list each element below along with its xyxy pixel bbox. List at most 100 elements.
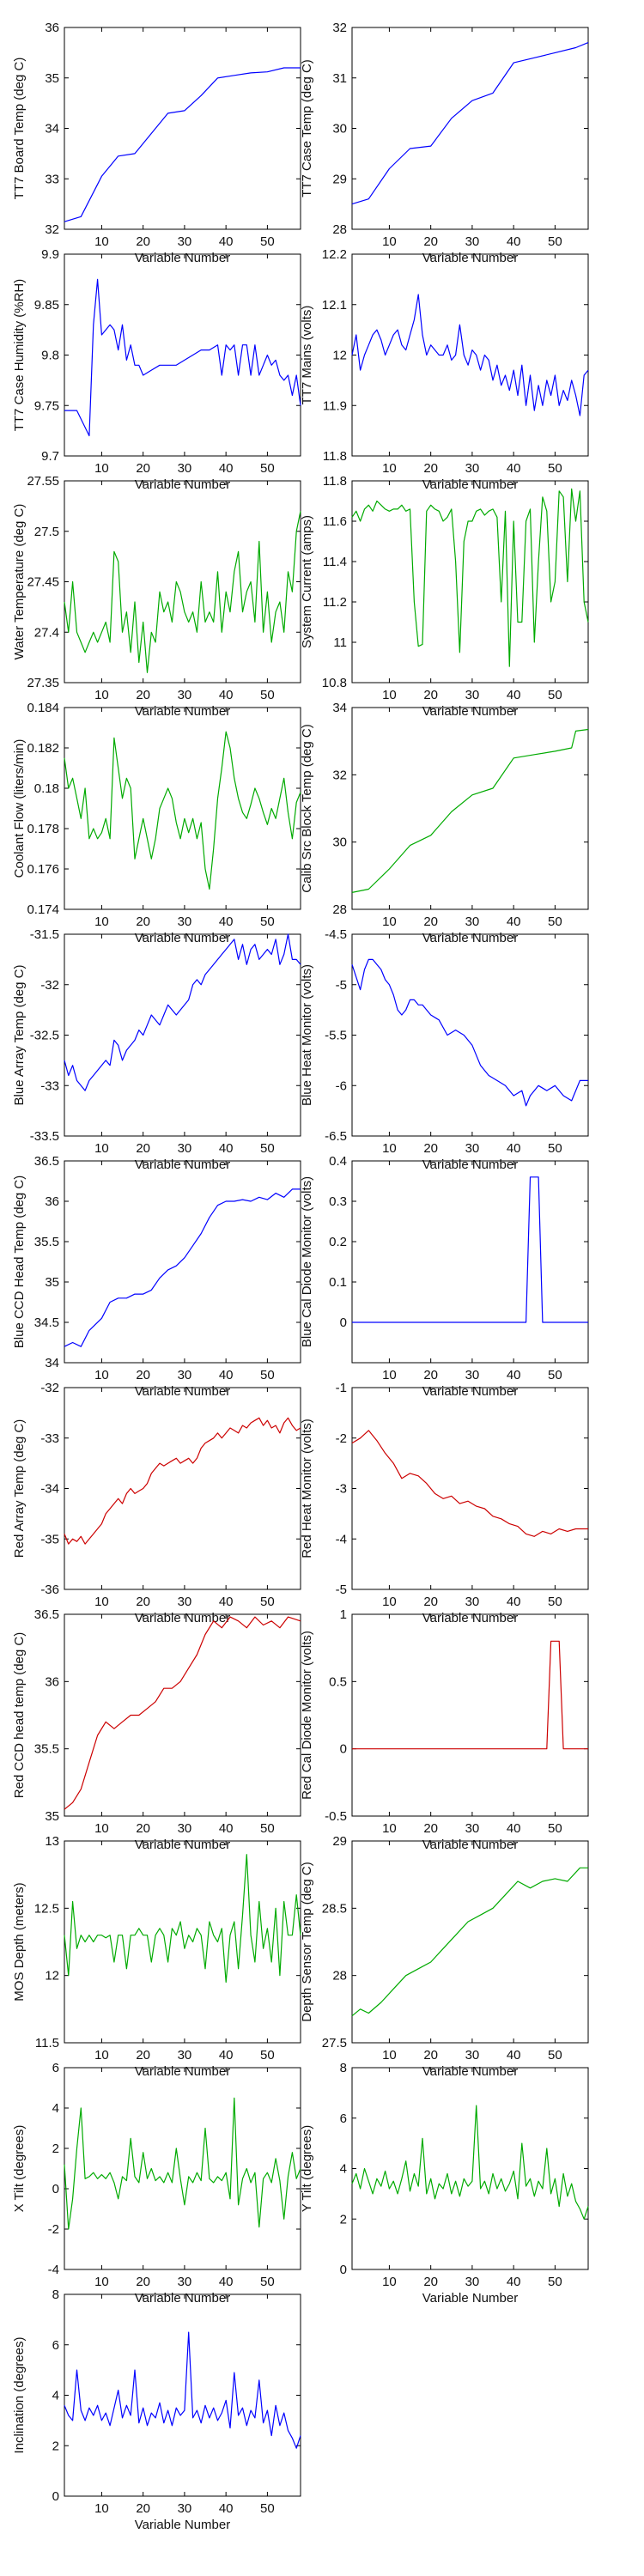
y-tick-label: -5 bbox=[336, 978, 347, 993]
x-axis-label: Variable Number bbox=[135, 1838, 230, 1852]
x-tick-label: 40 bbox=[219, 461, 234, 476]
y-tick-label: 35.5 bbox=[34, 1742, 59, 1757]
x-tick-label: 20 bbox=[423, 1595, 438, 1609]
y-tick-label: 6 bbox=[340, 2111, 347, 2126]
x-tick-label: 30 bbox=[178, 914, 192, 929]
x-axis-label: Variable Number bbox=[422, 251, 518, 265]
y-axis-label: Red Array Temp (deg C) bbox=[12, 1419, 27, 1558]
plot-frame bbox=[351, 707, 589, 910]
y-tick-label: 27.4 bbox=[34, 625, 59, 640]
chart-panel-20: 10 20 30 40 50 0 2 4 6 8 Variable Number Y Tilt (de… bbox=[300, 2061, 589, 2306]
series-line bbox=[64, 2331, 301, 2449]
y-axis-label: Red Heat Monitor (volts) bbox=[300, 1419, 314, 1558]
series-line bbox=[352, 1640, 588, 1750]
y-tick-label: 29 bbox=[332, 172, 347, 186]
y-tick-label: 12.5 bbox=[34, 1901, 59, 1916]
chart-panel-1: 10 20 30 40 50 32 33 34 35 36 Variable Number TT7 B… bbox=[12, 21, 301, 265]
x-axis-label: Variable Number bbox=[135, 1157, 230, 1172]
plot-frame bbox=[64, 933, 301, 1137]
x-tick-label: 10 bbox=[382, 688, 397, 702]
x-tick-label: 20 bbox=[423, 461, 438, 476]
y-axis-label: TT7 Board Temp (deg C) bbox=[12, 58, 27, 200]
x-tick-label: 50 bbox=[260, 461, 275, 476]
x-axis-label: Variable Number bbox=[422, 931, 518, 945]
x-tick-label: 50 bbox=[548, 1821, 562, 1836]
x-axis-label: Variable Number bbox=[135, 1384, 230, 1399]
chart-panel-17: 10 20 30 40 50 11.5 12 12.5 13 Variable Number MOS… bbox=[12, 1834, 301, 2079]
plot-frame bbox=[64, 1840, 301, 2044]
x-tick-label: 30 bbox=[178, 1141, 192, 1156]
x-tick-label: 40 bbox=[507, 461, 521, 476]
chart-panel-10: 10 20 30 40 50 -6.5 -6 -5.5 -5 -4.5 Variable Numbe… bbox=[300, 927, 589, 1172]
x-axis-label: Variable Number bbox=[135, 2291, 230, 2306]
y-tick-label: 34 bbox=[45, 1356, 59, 1370]
x-tick-label: 50 bbox=[548, 2275, 562, 2289]
plot-frame bbox=[64, 2293, 301, 2497]
x-axis-label: Variable Number bbox=[422, 2064, 518, 2079]
y-tick-label: -5.5 bbox=[325, 1029, 347, 1043]
y-tick-label: -34 bbox=[40, 1482, 59, 1497]
plot-frame bbox=[351, 933, 589, 1137]
x-tick-label: 10 bbox=[94, 2275, 109, 2289]
y-axis-label: Blue Array Temp (deg C) bbox=[12, 965, 27, 1106]
y-tick-label: -33.5 bbox=[30, 1129, 59, 1144]
x-tick-label: 50 bbox=[260, 234, 275, 249]
y-tick-label: 6 bbox=[52, 2061, 59, 2075]
x-tick-label: 40 bbox=[507, 914, 521, 929]
x-tick-label: 20 bbox=[136, 2275, 150, 2289]
x-tick-label: 20 bbox=[136, 2048, 150, 2063]
y-axis-label: Red CCD head temp (deg C) bbox=[12, 1632, 27, 1798]
y-tick-label: 9.85 bbox=[34, 298, 59, 313]
chart-panel-19: 10 20 30 40 50 -4 -2 0 2 4 6 Variable Number X Tilt … bbox=[12, 2061, 301, 2306]
x-tick-label: 50 bbox=[548, 1368, 562, 1382]
x-tick-label: 30 bbox=[178, 1821, 192, 1836]
x-tick-label: 10 bbox=[94, 1821, 109, 1836]
plot-frame bbox=[351, 253, 589, 457]
x-tick-label: 30 bbox=[178, 688, 192, 702]
x-tick-label: 40 bbox=[219, 2501, 234, 2516]
y-tick-label: 0.174 bbox=[27, 902, 59, 917]
y-tick-label: 30 bbox=[332, 122, 347, 137]
x-axis-label: Variable Number bbox=[422, 1838, 518, 1852]
y-tick-label: 4 bbox=[52, 2389, 59, 2403]
plot-frame bbox=[64, 480, 301, 683]
plot-frame bbox=[64, 1160, 301, 1364]
x-tick-label: 10 bbox=[94, 2501, 109, 2516]
x-tick-label: 20 bbox=[423, 688, 438, 702]
y-tick-label: 33 bbox=[45, 172, 59, 186]
x-tick-label: 30 bbox=[465, 688, 480, 702]
y-tick-label: 35 bbox=[45, 1275, 59, 1290]
chart-panel-8: 10 20 30 40 50 28 30 32 34 Variable Number Calib S… bbox=[300, 701, 589, 945]
x-tick-label: 30 bbox=[465, 2275, 480, 2289]
x-tick-label: 30 bbox=[465, 2048, 480, 2063]
y-tick-label: 11.8 bbox=[323, 449, 347, 464]
series-line bbox=[351, 2105, 589, 2220]
series-line bbox=[351, 42, 589, 205]
y-tick-label: 36.5 bbox=[34, 1154, 59, 1169]
y-tick-label: 34 bbox=[332, 701, 347, 715]
x-tick-label: 40 bbox=[507, 1368, 521, 1382]
y-tick-label: 11.2 bbox=[323, 595, 347, 610]
x-axis-label: Variable Number bbox=[422, 1384, 518, 1399]
y-tick-label: 27.35 bbox=[27, 676, 59, 690]
x-tick-label: 10 bbox=[94, 1141, 109, 1156]
y-axis-label: Y Tilt (degrees) bbox=[300, 2125, 314, 2212]
y-tick-label: 2 bbox=[52, 2439, 59, 2453]
x-tick-label: 40 bbox=[219, 1141, 234, 1156]
chart-panel-2: 10 20 30 40 50 28 29 30 31 32 Variable Number TT7 C… bbox=[300, 21, 589, 265]
x-tick-label: 40 bbox=[507, 234, 521, 249]
y-tick-label: 0.3 bbox=[329, 1194, 347, 1209]
y-tick-label: 9.7 bbox=[41, 449, 59, 464]
y-tick-label: 13 bbox=[45, 1834, 59, 1849]
series-line bbox=[64, 67, 301, 222]
plot-frame bbox=[351, 1613, 589, 1817]
x-tick-label: 30 bbox=[178, 2275, 192, 2289]
x-tick-label: 40 bbox=[219, 2048, 234, 2063]
y-tick-label: 28 bbox=[332, 222, 347, 237]
y-tick-label: 0.5 bbox=[329, 1674, 347, 1689]
series-line bbox=[351, 488, 589, 667]
plot-frame bbox=[64, 707, 301, 910]
x-tick-label: 50 bbox=[548, 234, 562, 249]
x-tick-label: 30 bbox=[178, 2501, 192, 2516]
